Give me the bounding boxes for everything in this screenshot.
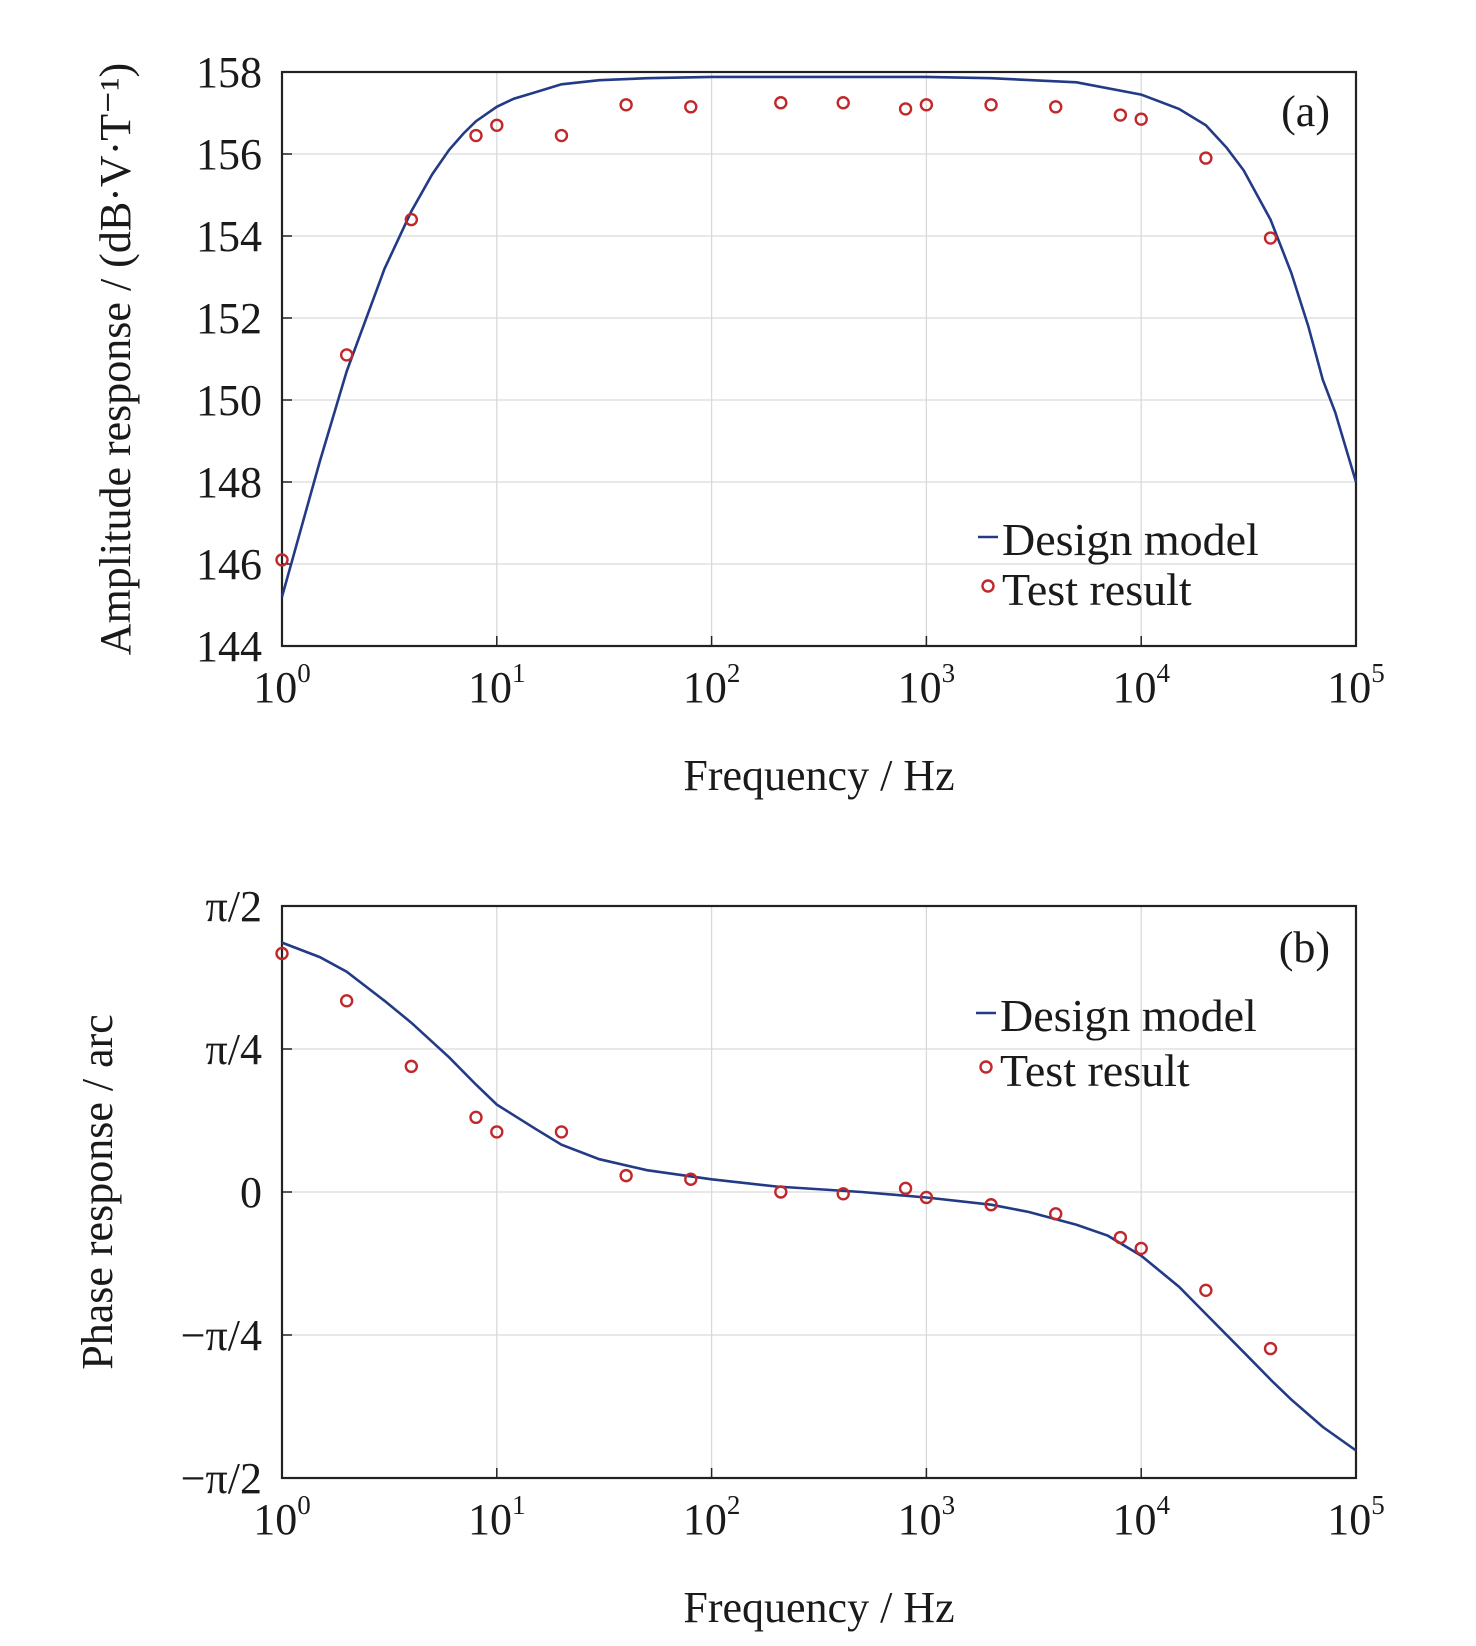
x-tick-label: 104 — [1112, 1490, 1170, 1544]
y-tick-label: π/4 — [206, 1025, 262, 1074]
test-result-point — [404, 212, 419, 227]
test-result-point — [684, 100, 698, 114]
test-result-point — [554, 128, 569, 143]
test-result-point — [774, 1185, 788, 1199]
test-result-point — [1049, 1207, 1063, 1221]
test-result-point — [1199, 151, 1213, 165]
x-tick-label: 101 — [468, 1490, 526, 1544]
y-tick-label: 144 — [196, 622, 262, 671]
x-axis-title: Frequency / Hz — [683, 1583, 954, 1632]
legend-label: Test result — [1000, 1045, 1190, 1096]
test-result-point — [490, 1125, 504, 1139]
y-tick-label: 154 — [196, 212, 262, 261]
x-tick-label: 101 — [468, 658, 526, 712]
test-result-point — [836, 1187, 850, 1201]
y-axis-title: Phase response / arc — [73, 1014, 122, 1370]
y-tick-label: −π/2 — [181, 1454, 262, 1503]
test-result-point — [1263, 1341, 1278, 1356]
y-tick-label: 158 — [196, 48, 262, 97]
test-result-point — [1263, 231, 1278, 245]
test-result-point — [275, 553, 289, 567]
x-tick-label: 104 — [1112, 658, 1170, 712]
x-tick-label: 103 — [898, 1490, 956, 1544]
test-result-point — [1199, 1283, 1213, 1298]
test-result-point — [774, 96, 788, 110]
test-result-point — [275, 946, 289, 961]
legend-marker-swatch — [981, 579, 995, 593]
y-tick-label: −π/4 — [181, 1311, 262, 1360]
test-result-point — [919, 1190, 934, 1205]
test-result-point — [619, 1168, 633, 1183]
panel-label: (a) — [1281, 87, 1330, 136]
x-axis-title: Frequency / Hz — [683, 751, 954, 800]
y-tick-label: 146 — [196, 540, 262, 589]
amplitude-response-chart: 100 101 102 103 104 105 144 146 148 150 152 154 156 1… — [91, 48, 1385, 800]
test-result-point — [619, 98, 633, 112]
y-tick-label: 150 — [196, 376, 262, 425]
y-axis-title: Amplitude response / (dB·V·T⁻¹) — [91, 63, 140, 655]
test-result-point — [898, 1181, 913, 1196]
panel-label: (b) — [1279, 923, 1330, 972]
y-tick-label: π/2 — [206, 882, 262, 931]
y-tick-label: 148 — [196, 458, 262, 507]
test-result-point — [1113, 108, 1128, 122]
design-model-line — [281, 941, 1357, 1452]
x-tick-label: 105 — [1327, 658, 1385, 712]
test-result-point — [339, 994, 354, 1008]
x-tick-label: 102 — [683, 658, 741, 712]
test-result-point — [684, 1172, 698, 1186]
y-tick-label: 0 — [240, 1168, 262, 1217]
phase-response-chart: 100 101 102 103 104 105 π/2 π/4 0 −π/4 −π/2 Frequen… — [73, 882, 1385, 1632]
plot-frame — [280, 70, 1358, 648]
y-tick-label: 156 — [196, 130, 262, 179]
design-model-line — [280, 75, 1358, 598]
x-tick-label: 100 — [253, 1490, 311, 1544]
test-result-point — [339, 348, 354, 362]
legend-marker-swatch — [979, 1060, 993, 1074]
test-result-point — [836, 96, 850, 110]
test-result-point — [984, 98, 998, 112]
test-result-point — [469, 1110, 483, 1125]
y-tick-label: 152 — [196, 294, 262, 343]
test-result-point — [469, 128, 483, 143]
test-result-point — [898, 102, 913, 116]
x-tick-label: 100 — [253, 658, 311, 712]
test-result-point — [919, 98, 934, 112]
test-result-point — [1049, 100, 1063, 114]
legend-label: Design model — [1000, 990, 1257, 1041]
test-result-point — [554, 1125, 569, 1139]
test-result-point — [984, 1198, 998, 1212]
x-tick-label: 105 — [1327, 1490, 1385, 1544]
test-result-point — [1113, 1230, 1128, 1245]
test-result-point — [404, 1059, 419, 1074]
x-tick-label: 102 — [683, 1490, 741, 1544]
legend-label: Design model — [1002, 514, 1259, 565]
test-result-point — [490, 118, 504, 133]
test-result-point — [1134, 112, 1148, 126]
x-tick-label: 103 — [898, 658, 956, 712]
test-result-point — [1134, 1241, 1148, 1256]
legend-label: Test result — [1002, 564, 1192, 615]
